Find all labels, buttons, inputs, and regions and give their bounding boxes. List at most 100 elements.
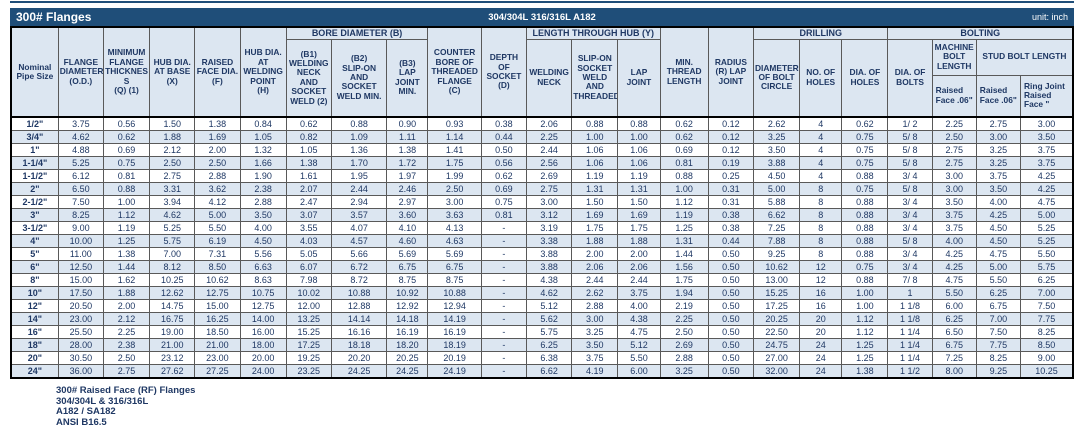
cell-raised-face-dia: 1.69 (194, 130, 241, 144)
cell-pipe-size: 5" (10, 247, 59, 261)
cell-flange-od: 20.50 (57, 299, 104, 313)
cell-bore-b3: 20.25 (386, 351, 429, 365)
cell-hub-dia-base: 10.25 (149, 273, 196, 287)
cell-counter-bore: 1.75 (427, 156, 482, 170)
cell-bore-b1: 3.07 (285, 208, 332, 222)
cell-dia-of-bolts: 3/ 4 (887, 260, 933, 274)
header-radius-lap-joint: RADIUS (R) LAP JOINT (707, 26, 754, 118)
cell-flange-od: 5.25 (57, 156, 104, 170)
cell-dia-of-bolts: 1 1/4 (887, 338, 933, 352)
cell-length-lap-joint: 1.50 (617, 195, 661, 209)
cell-stud-bolt-raised-face: 8.25 (975, 351, 1021, 365)
table-row: 2" 6.50 0.88 3.31 3.62 2.38 2.07 2.44 2.46 2.50 0.… (10, 182, 1074, 196)
cell-bolt-circle-dia: 32.00 (752, 364, 801, 379)
header-bore-b3: (B3) LAP JOINT MIN. (386, 38, 429, 118)
cell-length-lap-joint: 1.69 (617, 208, 661, 222)
cell-bore-b1: 1.38 (285, 156, 332, 170)
cell-length-welding-neck: 2.44 (526, 143, 573, 157)
cell-stud-bolt-raised-face: 4.75 (975, 247, 1021, 261)
cell-dia-of-holes: 0.75 (841, 143, 889, 157)
cell-length-welding-neck: 4.38 (526, 273, 573, 287)
cell-bore-b1: 6.07 (285, 260, 332, 274)
cell-bore-b2: 20.20 (330, 351, 388, 365)
cell-raised-face-dia: 12.75 (194, 286, 241, 300)
cell-bolt-circle-dia: 6.62 (752, 208, 801, 222)
cell-no-of-holes: 4 (799, 143, 843, 157)
cell-dia-of-holes: 1.00 (841, 286, 889, 300)
cell-stud-bolt-raised-face: 7.00 (975, 312, 1021, 326)
cell-bore-b1: 15.25 (285, 325, 332, 339)
cell-dia-of-bolts: 5/ 8 (887, 156, 933, 170)
cell-length-slip-on: 2.62 (571, 286, 619, 300)
cell-hub-dia-welding: 12.75 (239, 299, 287, 313)
cell-stud-bolt-ring-joint: 5.50 (1019, 247, 1074, 261)
cell-min-thread-length: 1.44 (659, 247, 709, 261)
cell-flange-od: 15.00 (57, 273, 104, 287)
table-row: 3" 8.25 1.12 4.62 5.00 3.50 3.07 3.57 3.60 3.63 0.… (10, 208, 1074, 222)
cell-length-slip-on: 1.19 (571, 169, 619, 183)
cell-hub-dia-base: 5.25 (149, 221, 196, 235)
cell-dia-of-bolts: 3/ 4 (887, 208, 933, 222)
cell-pipe-size: 16" (10, 325, 59, 339)
cell-flange-od: 10.00 (57, 234, 104, 248)
cell-bore-b1: 2.07 (285, 182, 332, 196)
cell-hub-dia-base: 2.75 (149, 169, 196, 183)
cell-no-of-holes: 16 (799, 286, 843, 300)
cell-dia-of-holes: 0.88 (841, 195, 889, 209)
cell-length-slip-on: 1.06 (571, 143, 619, 157)
cell-stud-bolt-ring-joint: 3.75 (1019, 143, 1074, 157)
cell-min-thread-length: 1.94 (659, 286, 709, 300)
cell-machine-bolt-length: 2.75 (931, 143, 977, 157)
cell-min-thickness: 0.88 (102, 182, 151, 196)
cell-bore-b3: 5.69 (386, 247, 429, 261)
cell-no-of-holes: 4 (799, 116, 843, 131)
cell-pipe-size: 8" (10, 273, 59, 287)
cell-length-slip-on: 3.00 (571, 312, 619, 326)
table-row: 14" 23.00 2.12 16.75 16.25 14.00 13.25 14.14 14.… (10, 312, 1074, 326)
cell-pipe-size: 3-1/2" (10, 221, 59, 235)
cell-bore-b2: 4.57 (330, 234, 388, 248)
cell-bore-b1: 2.47 (285, 195, 332, 209)
cell-bore-b3: 4.10 (386, 221, 429, 235)
cell-stud-bolt-ring-joint: 5.25 (1019, 221, 1074, 235)
cell-bore-b1: 23.25 (285, 364, 332, 379)
cell-radius-lap-joint: 0.50 (707, 338, 754, 352)
cell-stud-bolt-ring-joint: 5.25 (1019, 234, 1074, 248)
cell-bore-b2: 12.88 (330, 299, 388, 313)
cell-bolt-circle-dia: 22.50 (752, 325, 801, 339)
cell-stud-bolt-ring-joint: 3.50 (1019, 130, 1074, 144)
cell-no-of-holes: 4 (799, 156, 843, 170)
cell-dia-of-bolts: 1 1/8 (887, 312, 933, 326)
cell-stud-bolt-ring-joint: 6.25 (1019, 273, 1074, 287)
cell-hub-dia-welding: 18.00 (239, 338, 287, 352)
cell-depth-socket: - (480, 364, 528, 379)
header-counter-bore: COUNTER BORE OF THREADED FLANGE (C) (427, 26, 482, 118)
cell-radius-lap-joint: 0.38 (707, 208, 754, 222)
table-row: 1" 4.88 0.69 2.12 2.00 1.32 1.05 1.36 1.38 1.41 0.… (10, 143, 1074, 157)
cell-dia-of-holes: 0.75 (841, 156, 889, 170)
cell-machine-bolt-length: 2.50 (931, 130, 977, 144)
cell-stud-bolt-raised-face: 3.25 (975, 143, 1021, 157)
cell-machine-bolt-length: 2.25 (931, 116, 977, 131)
cell-bolt-circle-dia: 3.88 (752, 156, 801, 170)
cell-min-thickness: 1.38 (102, 247, 151, 261)
cell-no-of-holes: 8 (799, 208, 843, 222)
cell-length-slip-on: 1.31 (571, 182, 619, 196)
cell-depth-socket: 0.44 (480, 130, 528, 144)
cell-machine-bolt-length: 6.25 (931, 312, 977, 326)
cell-depth-socket: 0.56 (480, 156, 528, 170)
header-group-bolting: BOLTING (887, 26, 1074, 40)
cell-counter-bore: 1.99 (427, 169, 482, 183)
cell-bore-b2: 24.25 (330, 364, 388, 379)
header-stud-bolt-length: STUD BOLT LENGTH (975, 38, 1074, 76)
cell-dia-of-bolts: 5/ 8 (887, 130, 933, 144)
cell-stud-bolt-raised-face: 7.75 (975, 338, 1021, 352)
cell-min-thickness: 1.44 (102, 260, 151, 274)
cell-bore-b2: 4.07 (330, 221, 388, 235)
cell-bolt-circle-dia: 5.88 (752, 195, 801, 209)
table-row: 1/2" 3.75 0.56 1.50 1.38 0.84 0.62 0.88 0.90 0.93… (10, 116, 1074, 131)
cell-radius-lap-joint: 0.50 (707, 273, 754, 287)
cell-length-lap-joint: 2.44 (617, 273, 661, 287)
header-flange-diameter: FLANGE DIAMETER (O.D.) (57, 26, 104, 118)
cell-bolt-circle-dia: 15.25 (752, 286, 801, 300)
